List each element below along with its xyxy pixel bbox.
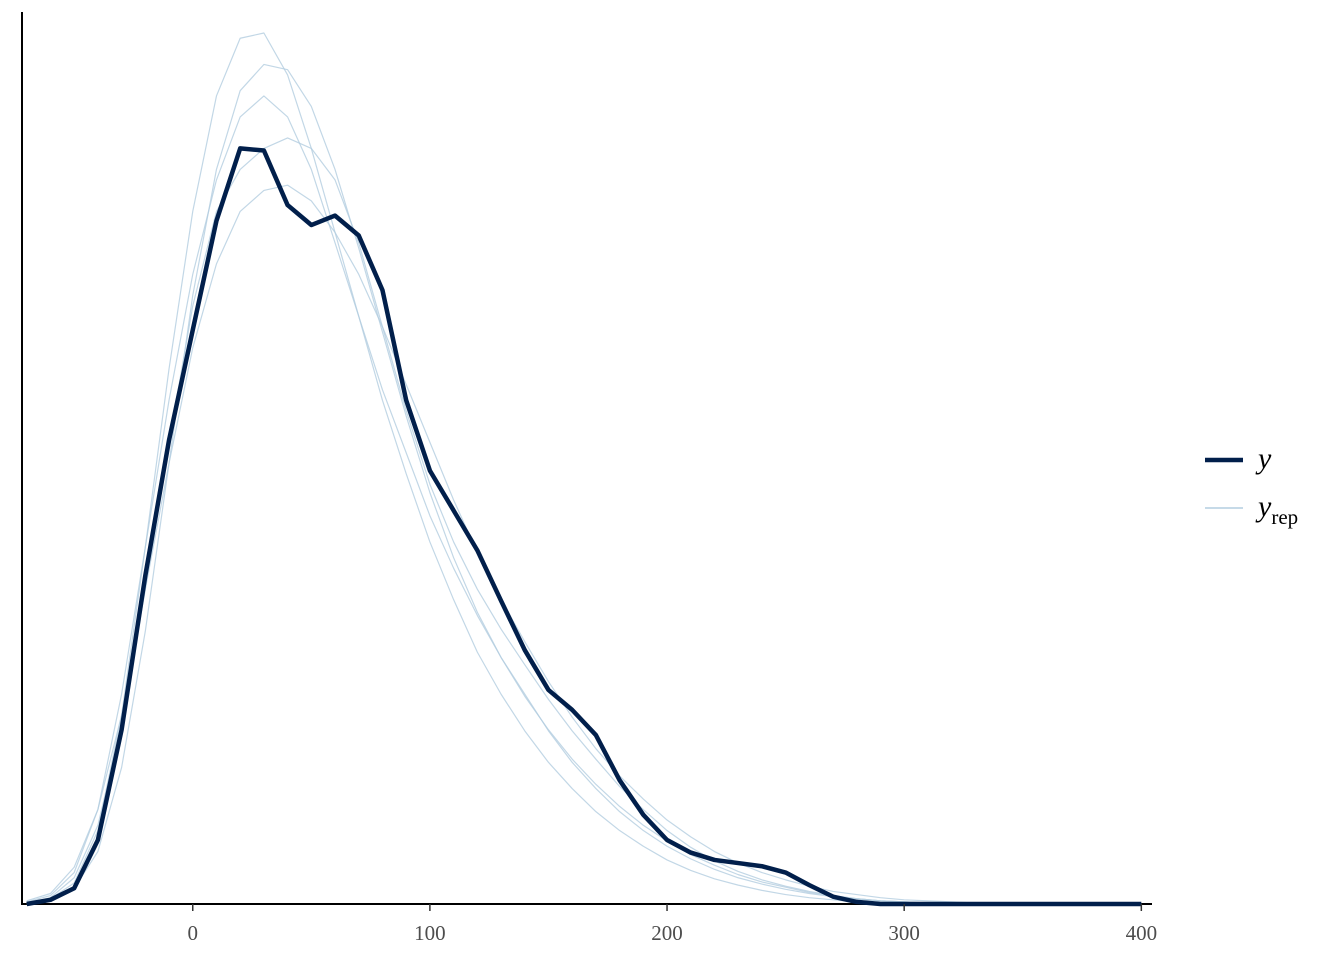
curves (26, 32, 1142, 907)
observed-density (26, 146, 1142, 907)
x-tick-label: 300 (888, 921, 920, 945)
legend-label: yrep (1255, 490, 1298, 529)
replicate-density (26, 63, 1142, 905)
x-axis: 0 100 200 300 400 (187, 904, 1157, 945)
legend-text: y (1255, 442, 1272, 475)
legend-text: y (1255, 490, 1272, 523)
replicate-density (26, 95, 1142, 905)
replicate-density (26, 137, 1142, 905)
replicate-density (26, 184, 1142, 905)
legend-label: y (1255, 442, 1272, 475)
x-tick-label: 100 (414, 921, 446, 945)
x-tick-label: 0 (187, 921, 198, 945)
x-tick-label: 200 (651, 921, 683, 945)
legend-subscript: rep (1271, 505, 1298, 529)
replicate-density (26, 32, 1142, 905)
x-tick-label: 400 (1126, 921, 1158, 945)
